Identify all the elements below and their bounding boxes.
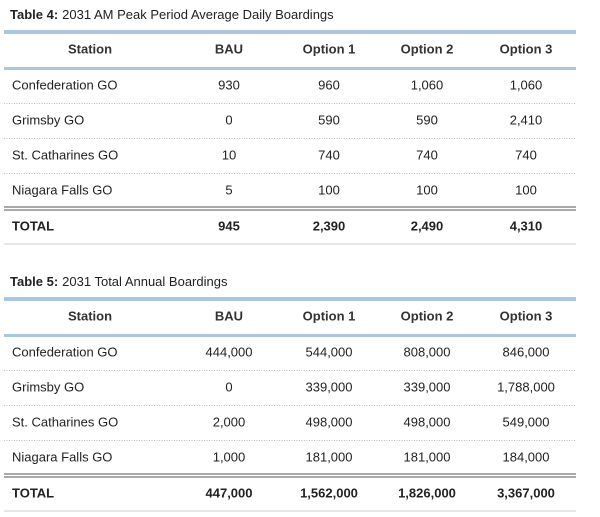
total-cell: 3,367,000 [497, 485, 555, 500]
column-header: BAU [215, 308, 243, 323]
cell: 930 [218, 77, 240, 92]
header-line [4, 67, 576, 70]
cell: 740 [416, 147, 438, 162]
column-header: Option 1 [303, 308, 356, 323]
total-cell: 4,310 [510, 218, 543, 233]
total-cell: 1,826,000 [398, 485, 456, 500]
column-header: Option 2 [401, 308, 454, 323]
table: Table 5: 2031 Total Annual Boardings Stati… [4, 274, 576, 512]
total-cell: TOTAL [12, 485, 54, 500]
cell: 100 [318, 182, 340, 197]
cell: 498,000 [404, 414, 451, 429]
table-caption: 2031 AM Peak Period Average Daily Boardi… [62, 7, 334, 22]
total-cell: 447,000 [206, 485, 253, 500]
table-caption: 2031 Total Annual Boardings [62, 274, 228, 289]
header-line [4, 334, 576, 337]
cell: 184,000 [503, 449, 550, 464]
cell: 846,000 [503, 344, 550, 359]
cell: 100 [515, 182, 537, 197]
cell: 1,060 [510, 77, 543, 92]
cell: 740 [318, 147, 340, 162]
cell: Niagara Falls GO [12, 449, 112, 464]
column-header: Station [68, 41, 112, 56]
total-cell: 945 [218, 218, 240, 233]
column-header: Option 3 [500, 41, 553, 56]
column-header: Option 2 [401, 41, 454, 56]
table-label: Table 5: [10, 274, 58, 289]
cell: St. Catharines GO [12, 147, 118, 162]
cell: 498,000 [306, 414, 353, 429]
cell: 339,000 [306, 379, 353, 394]
cell: Confederation GO [12, 344, 118, 359]
cell: 549,000 [503, 414, 550, 429]
cell: 590 [318, 112, 340, 127]
cell: 544,000 [306, 344, 353, 359]
table-title: Table 4: 2031 AM Peak Period Average Dail… [10, 7, 334, 22]
header-bar [4, 297, 576, 301]
column-header: Option 1 [303, 41, 356, 56]
cell: 590 [416, 112, 438, 127]
cell: 181,000 [306, 449, 353, 464]
cell: 960 [318, 77, 340, 92]
cell: 2,000 [213, 414, 246, 429]
cell: 100 [416, 182, 438, 197]
cell: 339,000 [404, 379, 451, 394]
cell: 444,000 [206, 344, 253, 359]
cell: 5 [225, 182, 232, 197]
column-header: Station [68, 308, 112, 323]
table: Table 4: 2031 AM Peak Period Average Dail… [4, 7, 576, 245]
cell: Niagara Falls GO [12, 182, 112, 197]
cell: Confederation GO [12, 77, 118, 92]
total-cell: 2,490 [411, 218, 444, 233]
column-header: BAU [215, 41, 243, 56]
cell: 740 [515, 147, 537, 162]
cell: 1,000 [213, 449, 246, 464]
table-label: Table 4: [10, 7, 58, 22]
cell: 808,000 [404, 344, 451, 359]
cell: 0 [225, 112, 232, 127]
cell: 1,060 [411, 77, 444, 92]
cell: Grimsby GO [12, 112, 84, 127]
total-cell: TOTAL [12, 218, 54, 233]
column-header: Option 3 [500, 308, 553, 323]
cell: 10 [222, 147, 236, 162]
table-title: Table 5: 2031 Total Annual Boardings [10, 274, 228, 289]
cell: 0 [225, 379, 232, 394]
cell: St. Catharines GO [12, 414, 118, 429]
total-cell: 2,390 [313, 218, 346, 233]
header-bar [4, 30, 576, 34]
cell: 2,410 [510, 112, 543, 127]
cell: 181,000 [404, 449, 451, 464]
cell: Grimsby GO [12, 379, 84, 394]
total-cell: 1,562,000 [300, 485, 358, 500]
cell: 1,788,000 [497, 379, 555, 394]
